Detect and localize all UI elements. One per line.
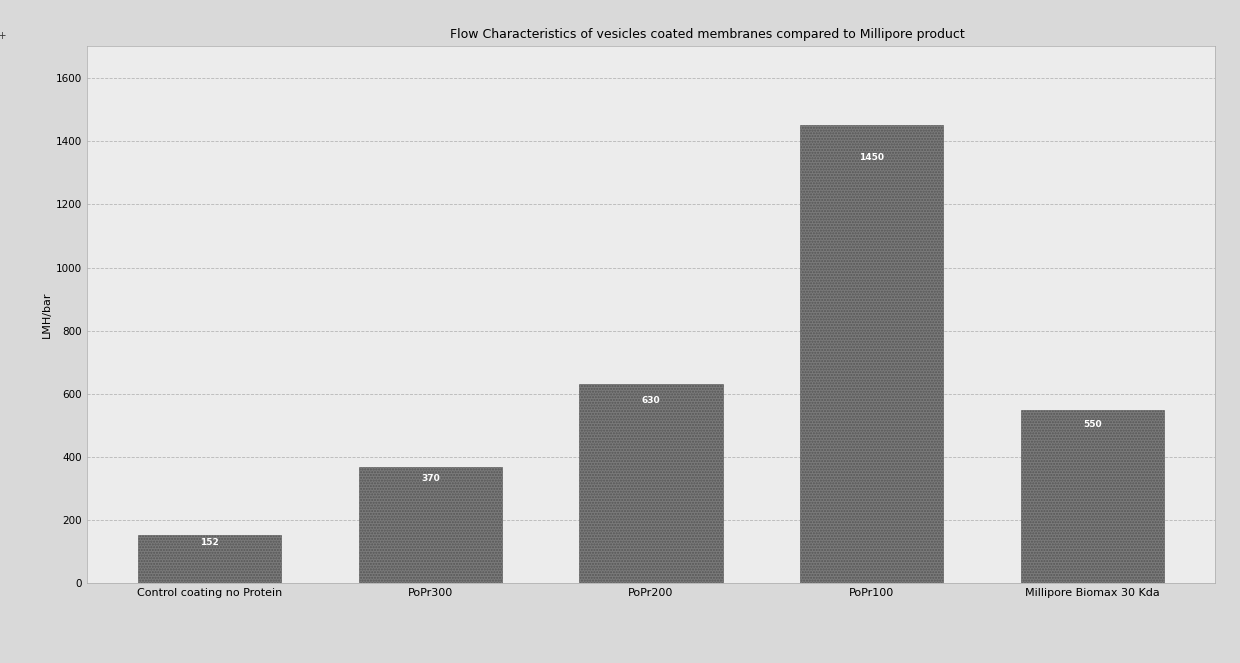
Y-axis label: LMH/bar: LMH/bar xyxy=(41,292,52,338)
Text: 550: 550 xyxy=(1083,420,1101,429)
Title: Flow Characteristics of vesicles coated membranes compared to Millipore product: Flow Characteristics of vesicles coated … xyxy=(450,28,965,41)
Bar xyxy=(1021,410,1164,583)
Text: 370: 370 xyxy=(422,473,440,483)
Text: 152: 152 xyxy=(201,538,219,547)
Text: 1450: 1450 xyxy=(859,153,884,162)
Bar xyxy=(358,467,502,583)
Bar xyxy=(138,536,281,583)
Text: 1600+: 1600+ xyxy=(0,31,7,41)
Text: 630: 630 xyxy=(641,396,661,405)
Bar xyxy=(800,125,944,583)
Bar xyxy=(579,385,723,583)
